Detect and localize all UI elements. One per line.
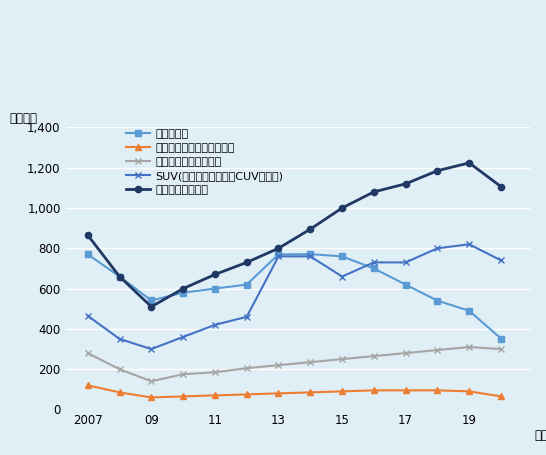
Line: 小型トラック小計: 小型トラック小計 xyxy=(85,160,504,310)
ピックアップトラック xyxy=(212,369,218,375)
ミニバン、フルサイズバン xyxy=(116,389,123,395)
ピックアップトラック xyxy=(85,350,91,356)
乗用車小計 xyxy=(498,336,505,341)
ピックアップトラック xyxy=(148,379,155,384)
SUV(スポーツワゴン、CUVを含む) xyxy=(244,314,250,319)
ミニバン、フルサイズバン xyxy=(148,394,155,400)
ミニバン、フルサイズバン xyxy=(85,383,91,388)
乗用車小計 xyxy=(466,308,472,313)
SUV(スポーツワゴン、CUVを含む) xyxy=(434,246,441,251)
小型トラック小計 xyxy=(275,246,282,251)
SUV(スポーツワゴン、CUVを含む) xyxy=(339,274,346,279)
SUV(スポーツワゴン、CUVを含む) xyxy=(180,334,186,340)
小型トラック小計 xyxy=(212,272,218,277)
Line: ミニバン、フルサイズバン: ミニバン、フルサイズバン xyxy=(85,382,504,400)
乗用車小計 xyxy=(371,266,377,271)
ピックアップトラック xyxy=(466,344,472,350)
小型トラック小計 xyxy=(85,233,91,238)
ミニバン、フルサイズバン xyxy=(466,389,472,394)
ピックアップトラック xyxy=(498,346,505,352)
SUV(スポーツワゴン、CUVを含む) xyxy=(116,336,123,342)
ピックアップトラック xyxy=(339,356,346,362)
SUV(スポーツワゴン、CUVを含む) xyxy=(466,242,472,247)
SUV(スポーツワゴン、CUVを含む) xyxy=(307,253,313,259)
小型トラック小計 xyxy=(339,205,346,211)
小型トラック小計 xyxy=(148,304,155,309)
ミニバン、フルサイズバン xyxy=(402,388,409,393)
Legend: 乗用車小計, ミニバン、フルサイズバン, ピックアップトラック, SUV(スポーツワゴン、CUVを含む), 小型トラック小計: 乗用車小計, ミニバン、フルサイズバン, ピックアップトラック, SUV(スポー… xyxy=(121,125,288,199)
ミニバン、フルサイズバン xyxy=(244,392,250,397)
ミニバン、フルサイズバン xyxy=(371,388,377,393)
ピックアップトラック xyxy=(434,347,441,353)
Line: SUV(スポーツワゴン、CUVを含む): SUV(スポーツワゴン、CUVを含む) xyxy=(84,241,505,353)
小型トラック小計 xyxy=(307,227,313,232)
SUV(スポーツワゴン、CUVを含む) xyxy=(85,313,91,318)
SUV(スポーツワゴン、CUVを含む) xyxy=(402,260,409,265)
乗用車小計 xyxy=(148,298,155,303)
ミニバン、フルサイズバン xyxy=(307,389,313,395)
ミニバン、フルサイズバン xyxy=(275,391,282,396)
小型トラック小計 xyxy=(180,286,186,291)
小型トラック小計 xyxy=(466,160,472,166)
ピックアップトラック xyxy=(116,366,123,372)
ミニバン、フルサイズバン xyxy=(212,393,218,398)
小型トラック小計 xyxy=(244,260,250,265)
乗用車小計 xyxy=(402,282,409,287)
ミニバン、フルサイズバン xyxy=(180,394,186,399)
乗用車小計 xyxy=(116,274,123,279)
ミニバン、フルサイズバン xyxy=(339,389,346,394)
SUV(スポーツワゴン、CUVを含む) xyxy=(212,322,218,328)
ピックアップトラック xyxy=(307,359,313,365)
乗用車小計 xyxy=(212,286,218,291)
SUV(スポーツワゴン、CUVを含む) xyxy=(275,253,282,259)
乗用車小計 xyxy=(339,253,346,259)
SUV(スポーツワゴン、CUVを含む) xyxy=(498,258,505,263)
ピックアップトラック xyxy=(244,365,250,371)
乗用車小計 xyxy=(275,252,282,257)
ピックアップトラック xyxy=(371,354,377,359)
小型トラック小計 xyxy=(434,168,441,173)
ピックアップトラック xyxy=(402,350,409,356)
ピックアップトラック xyxy=(275,363,282,368)
乗用車小計 xyxy=(180,290,186,295)
小型トラック小計 xyxy=(116,274,123,279)
ピックアップトラック xyxy=(180,371,186,377)
SUV(スポーツワゴン、CUVを含む) xyxy=(371,260,377,265)
小型トラック小計 xyxy=(402,181,409,187)
SUV(スポーツワゴン、CUVを含む) xyxy=(148,346,155,352)
ミニバン、フルサイズバン xyxy=(434,388,441,393)
乗用車小計 xyxy=(307,252,313,257)
小型トラック小計 xyxy=(371,189,377,195)
乗用車小計 xyxy=(244,282,250,287)
Line: 乗用車小計: 乗用車小計 xyxy=(85,251,504,342)
乗用車小計 xyxy=(434,298,441,303)
小型トラック小計 xyxy=(498,184,505,189)
Text: （万台）: （万台） xyxy=(10,111,38,125)
Line: ピックアップトラック: ピックアップトラック xyxy=(84,344,505,385)
Text: （年）: （年） xyxy=(535,429,546,442)
ミニバン、フルサイズバン xyxy=(498,394,505,399)
乗用車小計 xyxy=(85,252,91,257)
